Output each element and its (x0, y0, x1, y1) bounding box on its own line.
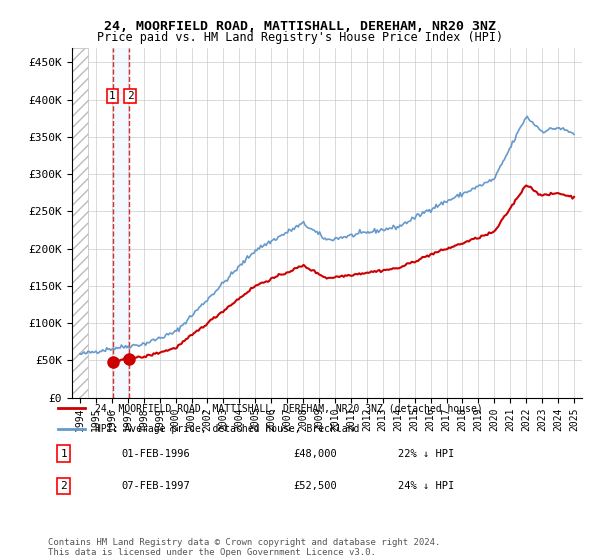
Text: 1: 1 (109, 91, 116, 101)
Text: 2: 2 (127, 91, 133, 101)
Text: £52,500: £52,500 (293, 481, 337, 491)
Text: 24, MOORFIELD ROAD, MATTISHALL, DEREHAM, NR20 3NZ: 24, MOORFIELD ROAD, MATTISHALL, DEREHAM,… (104, 20, 496, 32)
Text: Price paid vs. HM Land Registry's House Price Index (HPI): Price paid vs. HM Land Registry's House … (97, 31, 503, 44)
Text: £48,000: £48,000 (293, 449, 337, 459)
Text: 1: 1 (60, 449, 67, 459)
Text: 07-FEB-1997: 07-FEB-1997 (121, 481, 190, 491)
Bar (113, 48, 129, 398)
Text: 24% ↓ HPI: 24% ↓ HPI (398, 481, 454, 491)
Text: 01-FEB-1996: 01-FEB-1996 (121, 449, 190, 459)
Text: 24, MOORFIELD ROAD, MATTISHALL, DEREHAM, NR20 3NZ (detached house): 24, MOORFIELD ROAD, MATTISHALL, DEREHAM,… (95, 403, 483, 413)
Text: 2: 2 (60, 481, 67, 491)
Text: 22% ↓ HPI: 22% ↓ HPI (398, 449, 454, 459)
Text: HPI: Average price, detached house, Breckland: HPI: Average price, detached house, Brec… (95, 424, 359, 434)
Text: Contains HM Land Registry data © Crown copyright and database right 2024.
This d: Contains HM Land Registry data © Crown c… (48, 538, 440, 557)
